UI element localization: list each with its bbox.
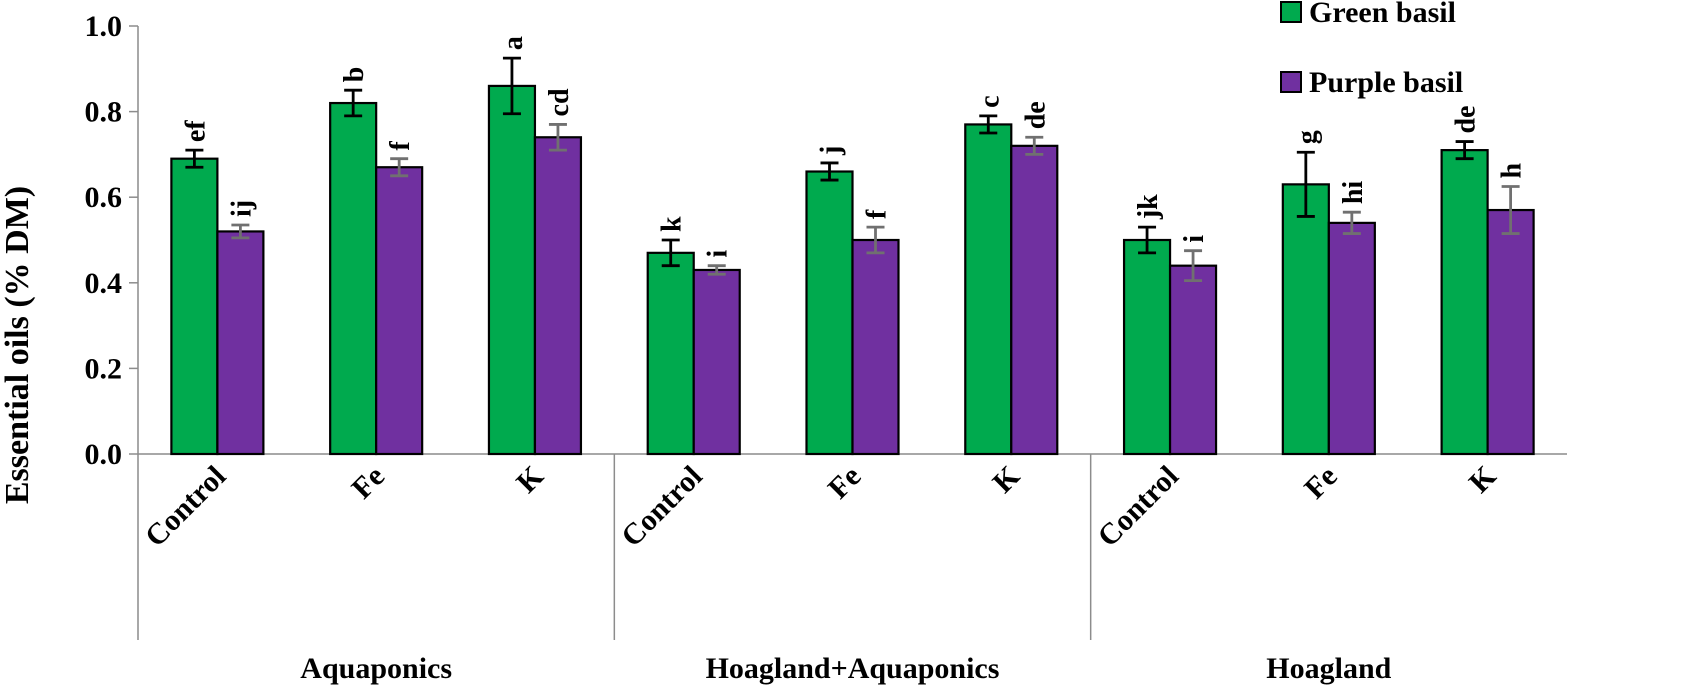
group-label: Hoagland+Aquaponics	[706, 652, 1000, 685]
significance-letter: c	[974, 95, 1005, 107]
category-label: K	[510, 459, 550, 499]
significance-labels: ef b a k j c jk g de ij f cd i f de i hi h	[180, 36, 1527, 258]
legend-swatch-purple-basil	[1280, 71, 1302, 93]
bar-purple-basil	[1486, 208, 1535, 456]
y-tick-label: 0.6	[85, 181, 123, 214]
y-tick-label: 0.0	[85, 438, 123, 471]
significance-letter: de	[1451, 106, 1482, 134]
significance-letter: j	[816, 146, 847, 156]
x-axis-labels: Control Fe K Control Fe K Control Fe K Aquaponics…	[139, 459, 1503, 685]
group-label: Aquaponics	[300, 652, 452, 685]
bar-green-basil	[329, 101, 378, 456]
bar-green-basil	[1281, 183, 1330, 456]
bar-purple-basil	[533, 136, 583, 456]
chart-bars	[170, 84, 1535, 456]
y-tick-label: 0.8	[85, 96, 123, 129]
significance-letter: i	[1179, 235, 1210, 243]
category-label: Fe	[822, 460, 868, 506]
legend-label: Green basil	[1309, 0, 1456, 29]
category-label: Control	[1091, 460, 1185, 554]
bar-purple-basil	[692, 268, 741, 456]
y-tick-label: 0.4	[85, 267, 123, 300]
significance-letter: i	[703, 250, 734, 258]
significance-letter: ef	[180, 120, 211, 142]
bar-green-basil	[487, 84, 537, 456]
y-tick-label: 1.0	[85, 10, 123, 43]
y-tick-label: 0.2	[85, 352, 123, 385]
bar-green-basil	[964, 123, 1013, 456]
significance-letter: cd	[544, 88, 575, 116]
legend-swatch-green-basil	[1280, 1, 1302, 23]
category-label: Control	[139, 460, 233, 554]
significance-letter: a	[498, 36, 529, 50]
significance-letter: g	[1292, 130, 1323, 144]
category-label: K	[1463, 459, 1503, 499]
bar-green-basil	[646, 251, 695, 456]
category-label: Fe	[345, 460, 391, 506]
chart-error-bars	[185, 56, 1520, 283]
significance-letter: b	[339, 67, 370, 83]
bar-purple-basil	[216, 230, 265, 456]
chart-legend: Green basil Purple basil	[1280, 0, 1463, 99]
significance-letter: f	[385, 141, 416, 151]
bar-green-basil	[1440, 149, 1489, 456]
legend-label: Purple basil	[1309, 66, 1463, 99]
bar-purple-basil	[1010, 144, 1059, 456]
significance-letter: f	[862, 209, 893, 219]
significance-letter: de	[1020, 101, 1051, 129]
significance-letter: k	[657, 216, 688, 232]
category-label: Fe	[1298, 460, 1344, 506]
y-axis-title: Essential oils (% DM)	[0, 186, 36, 504]
significance-letter: ij	[226, 200, 257, 217]
group-label: Hoagland	[1266, 652, 1391, 685]
bar-purple-basil	[851, 238, 900, 456]
bar-green-basil	[805, 170, 854, 456]
significance-letter: h	[1497, 163, 1528, 179]
significance-letter: jk	[1133, 194, 1164, 220]
bar-purple-basil	[375, 166, 424, 456]
bar-green-basil	[1122, 238, 1172, 456]
bar-purple-basil	[1168, 264, 1218, 456]
category-label: K	[986, 459, 1026, 499]
bar-purple-basil	[1327, 221, 1376, 456]
significance-letter: hi	[1338, 181, 1369, 205]
category-label: Control	[615, 460, 709, 554]
bar-green-basil	[170, 157, 219, 456]
